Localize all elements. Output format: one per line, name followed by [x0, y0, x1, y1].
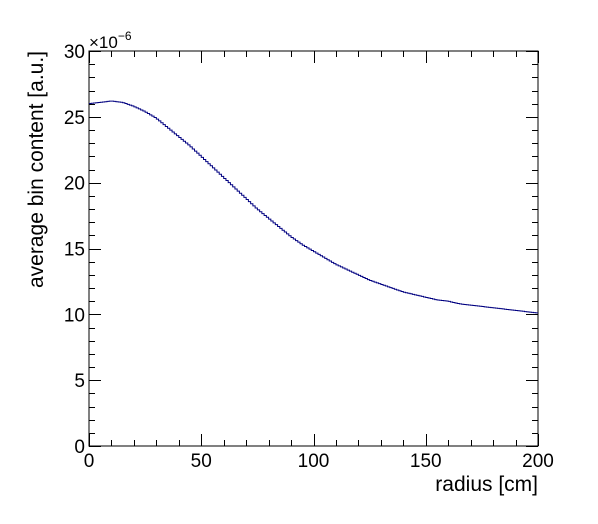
- y-tick-label: 10: [64, 305, 85, 326]
- y-tick-label: 25: [64, 108, 85, 129]
- ticks: [89, 51, 539, 447]
- y-tick-label: 5: [74, 371, 85, 392]
- x-tick-label: 100: [298, 451, 330, 472]
- y-exponent-power: −6: [118, 29, 132, 43]
- series-line: [89, 100, 538, 314]
- x-tick-label: 50: [191, 451, 212, 472]
- y-tick-label: 15: [64, 240, 85, 261]
- x-tick-label: 200: [522, 451, 554, 472]
- plot-frame: [88, 50, 539, 447]
- y-exponent: ×10−6: [89, 29, 132, 52]
- y-tick-label: 20: [64, 174, 85, 195]
- y-tick-label: 0: [74, 437, 85, 458]
- y-exponent-base: ×10: [89, 33, 118, 52]
- x-tick-labels: 0 50 100 150 200: [84, 451, 554, 472]
- y-axis-title: average bin content [a.u.]: [25, 51, 48, 288]
- x-tick-label: 150: [410, 451, 442, 472]
- y-tick-labels: 0 5 10 15 20 25 30: [64, 42, 85, 458]
- x-axis-title: radius [cm]: [435, 473, 538, 496]
- y-tick-label: 30: [64, 42, 85, 63]
- x-tick-label: 0: [84, 451, 95, 472]
